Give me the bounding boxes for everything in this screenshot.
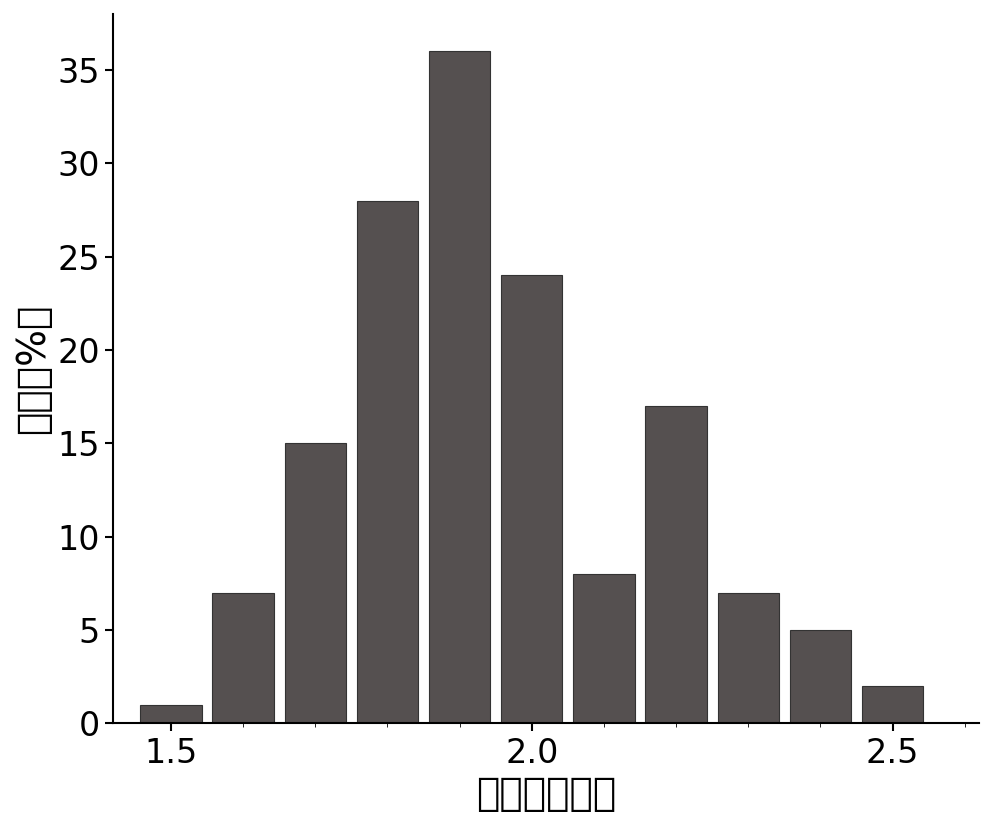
Bar <box>213 593 274 724</box>
Bar <box>501 275 562 724</box>
Bar <box>140 705 202 724</box>
Bar <box>285 443 346 724</box>
Bar <box>429 51 491 724</box>
Bar <box>573 574 635 724</box>
Bar <box>356 201 418 724</box>
Bar <box>862 686 923 724</box>
Bar <box>789 630 851 724</box>
X-axis label: 直径（纳米）: 直径（纳米） <box>476 775 617 813</box>
Y-axis label: 计数（%）: 计数（%） <box>14 304 52 434</box>
Bar <box>645 406 707 724</box>
Bar <box>718 593 779 724</box>
